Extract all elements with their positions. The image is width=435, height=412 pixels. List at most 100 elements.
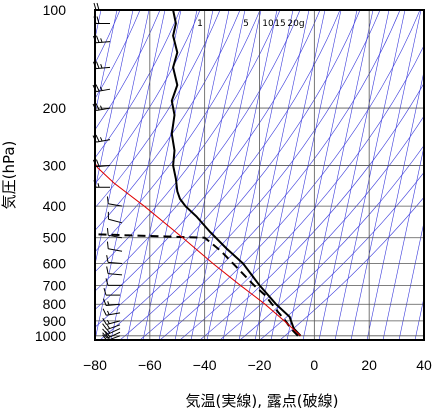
wind-barb-flag <box>105 278 109 286</box>
isotherm-line <box>431 10 435 340</box>
y-axis-label: 気圧(hPa) <box>0 141 18 210</box>
wind-barb-half-flag <box>99 105 103 110</box>
wind-barb-staff <box>96 41 111 44</box>
wind-barb-flag <box>106 241 109 249</box>
wind-barb <box>102 308 121 316</box>
wind-barb-flag <box>95 84 100 92</box>
adiabat-line <box>95 10 261 253</box>
y-tick-label: 300 <box>43 157 67 173</box>
isotherm-line <box>222 10 294 340</box>
adiabat-line <box>95 10 161 131</box>
isotherm-line <box>158 10 230 340</box>
wind-barb-half-flag <box>99 86 103 91</box>
mixing-ratio-label: 10 <box>262 19 274 29</box>
x-tick-label: −40 <box>193 357 217 373</box>
x-tick-label: −80 <box>83 357 107 373</box>
wind-barb <box>107 211 123 224</box>
parcel-line <box>95 162 301 337</box>
wind-barb <box>93 2 110 11</box>
adiabat-line <box>179 44 424 340</box>
wind-barb-flag <box>106 266 109 274</box>
y-tick-label: 100 <box>43 2 67 18</box>
adiabat-line <box>95 10 221 209</box>
wind-barb-half-flag <box>107 301 110 306</box>
adiabat-line <box>95 10 121 64</box>
adiabat-line <box>95 10 141 99</box>
isotherm-line <box>334 10 406 340</box>
adiabat-line <box>95 10 281 273</box>
isotherm-line <box>238 10 310 340</box>
isotherm-line <box>95 10 150 267</box>
y-tick-label: 500 <box>43 230 67 246</box>
wind-barb-staff <box>96 107 111 112</box>
plot-frame <box>94 9 425 341</box>
wind-barb-flag <box>95 103 100 111</box>
mixing-ratio-labels: 1 5 10 15 20g <box>197 19 304 29</box>
wind-barb <box>106 241 123 252</box>
adiabat-line <box>199 82 424 340</box>
isotherm-line <box>382 145 424 340</box>
isotherm-line <box>95 10 118 116</box>
isotherm-line <box>95 10 102 40</box>
wind-barb-flag <box>102 323 108 330</box>
wind-barb-flag <box>102 332 108 339</box>
adiabat-line <box>95 10 181 159</box>
wind-barb <box>102 318 121 326</box>
wind-barb <box>105 278 122 286</box>
grid-lines <box>94 9 425 340</box>
mixing-ratio-label: 20g <box>287 19 304 29</box>
wind-barb <box>102 298 121 306</box>
adiabat-line <box>95 10 201 185</box>
wind-barb-staff <box>108 203 123 207</box>
adiabat-line <box>119 10 381 340</box>
adiabat-line <box>95 10 241 231</box>
temperature-line <box>170 10 302 337</box>
wind-barb-flag <box>96 16 100 24</box>
adiabat-line <box>139 10 401 340</box>
wind-barb-flag <box>102 318 107 325</box>
x-tick-label: −60 <box>138 357 162 373</box>
wind-barb-staff <box>96 164 111 168</box>
wind-barb-staff <box>96 139 111 143</box>
wind-barb-flag <box>102 328 108 335</box>
wind-barb-half-flag <box>100 64 103 69</box>
wind-barb-staff <box>96 88 111 93</box>
isotherm-line <box>270 10 342 340</box>
wind-barb-half-flag <box>100 38 103 43</box>
wind-barb <box>106 266 123 276</box>
isotherm-line <box>318 10 390 340</box>
y-tick-label: 800 <box>43 296 67 312</box>
wind-barb-staff <box>106 324 121 331</box>
wind-barb-staff <box>108 218 123 224</box>
x-tick-label: 0 <box>310 357 318 373</box>
wind-barb-staff <box>96 66 111 70</box>
wind-barb <box>106 255 123 265</box>
wind-barb-flag <box>106 255 109 263</box>
adiabat-line <box>159 10 421 340</box>
x-axis-label: 気温(実線), 露点(破線) <box>186 392 339 410</box>
isotherm-line <box>174 10 246 340</box>
wind-barb <box>106 196 123 207</box>
wind-barb-flag <box>95 61 100 69</box>
wind-barb-staff <box>108 234 123 239</box>
wind-barb-flag <box>95 134 100 142</box>
wind-barb-staff <box>107 331 121 339</box>
isotherm-line <box>95 10 134 191</box>
y-tick-label: 200 <box>43 100 67 116</box>
isotherm-line <box>302 10 374 340</box>
wind-barb-half-flag <box>107 310 110 315</box>
wind-barb-flag <box>93 2 97 11</box>
wind-barb <box>103 287 120 296</box>
mixing-ratio-label: 5 <box>243 19 249 29</box>
wind-barb-half-flag <box>106 324 111 329</box>
wind-barb <box>102 328 121 335</box>
mixing-ratio-label: 15 <box>274 19 285 29</box>
wind-barb-flag <box>95 35 100 43</box>
adiabat-line <box>239 144 424 340</box>
wind-barb-half-flag <box>106 319 110 324</box>
wind-barb-flag <box>106 196 109 204</box>
wind-barb-staff <box>108 273 123 276</box>
wind-barb-flag <box>102 308 107 316</box>
